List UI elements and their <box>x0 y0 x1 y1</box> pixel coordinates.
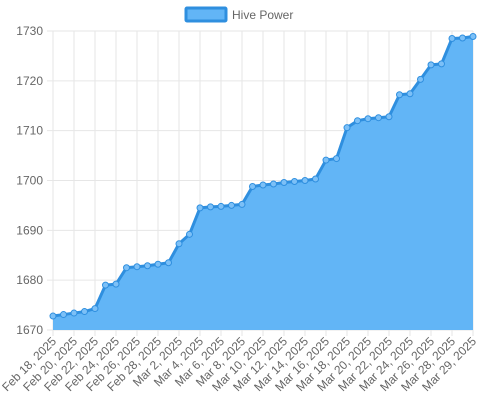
data-point <box>354 117 361 125</box>
data-point <box>333 155 340 163</box>
y-tick-label: 1680 <box>16 273 43 287</box>
data-point <box>469 32 477 40</box>
data-point <box>91 305 99 313</box>
data-point <box>154 260 162 268</box>
y-tick-label: 1690 <box>16 223 43 237</box>
data-point <box>270 180 277 188</box>
y-tick-label: 1710 <box>16 124 43 138</box>
data-point <box>186 230 193 238</box>
point-layer <box>49 32 477 320</box>
data-point <box>102 281 109 289</box>
data-point <box>406 90 414 98</box>
data-point <box>301 177 309 184</box>
data-point <box>228 201 235 209</box>
data-point <box>123 264 130 272</box>
data-point <box>322 156 330 164</box>
data-point <box>280 178 288 186</box>
data-point <box>249 182 256 190</box>
series-area-fill <box>53 36 473 331</box>
y-tick-label: 1730 <box>16 24 43 38</box>
data-point <box>217 202 225 210</box>
data-point <box>207 203 214 211</box>
data-point <box>133 263 141 271</box>
data-point <box>343 124 351 132</box>
y-tick-label: 1720 <box>16 74 43 88</box>
data-point <box>144 262 151 270</box>
data-point <box>438 60 445 68</box>
y-tick-label: 1700 <box>16 174 43 188</box>
y-tick-label: 1670 <box>16 323 43 337</box>
data-point <box>448 34 456 42</box>
data-point <box>49 312 57 320</box>
data-point <box>112 280 120 288</box>
legend-swatch[interactable] <box>184 6 228 23</box>
data-point <box>238 200 246 208</box>
data-point <box>60 311 67 319</box>
data-point <box>312 175 319 183</box>
data-point <box>81 308 88 316</box>
data-point <box>385 113 393 121</box>
data-point <box>175 240 183 248</box>
legend[interactable]: Hive Power <box>184 6 293 23</box>
data-point <box>70 309 78 317</box>
y-axis-ticks: 1670 1680 1690 1700 1710 1720 1730 <box>16 24 43 337</box>
data-point <box>196 204 204 212</box>
data-point <box>375 114 382 122</box>
data-point <box>396 91 403 99</box>
data-point <box>165 259 172 267</box>
data-point <box>364 115 372 123</box>
data-point <box>459 34 466 42</box>
data-point <box>417 75 424 83</box>
legend-label[interactable]: Hive Power <box>232 8 293 22</box>
data-point <box>291 177 298 185</box>
data-point <box>259 181 267 189</box>
data-point <box>427 61 435 69</box>
